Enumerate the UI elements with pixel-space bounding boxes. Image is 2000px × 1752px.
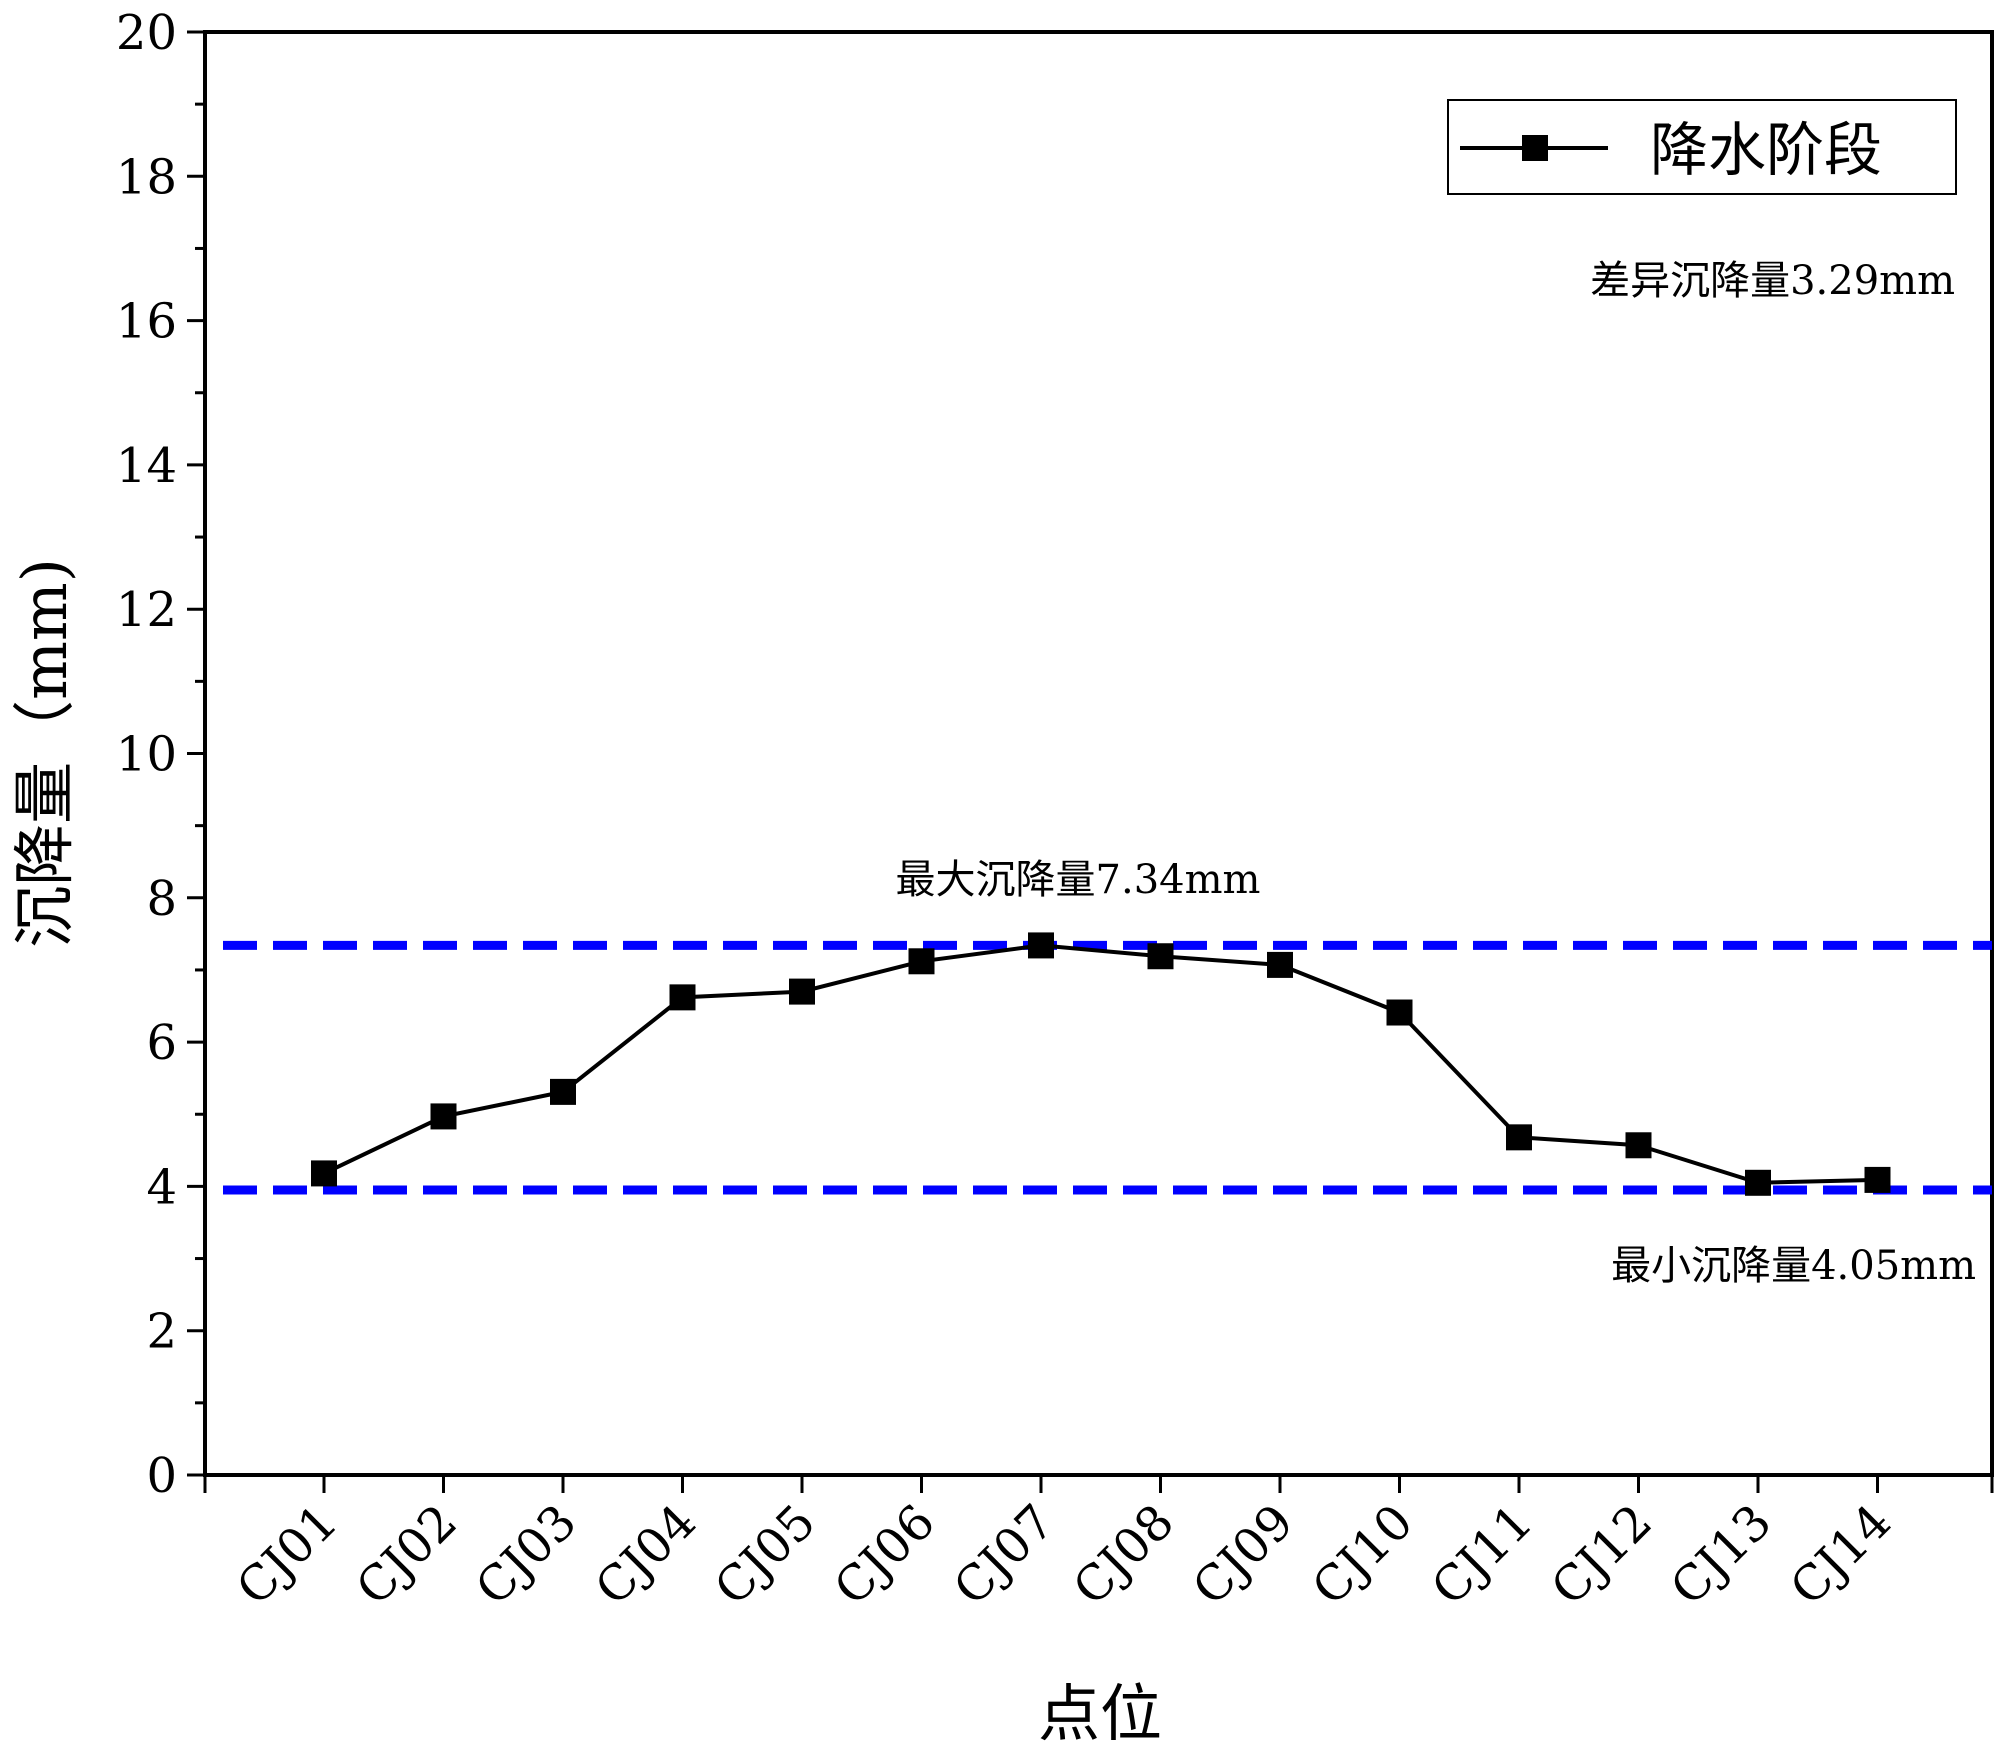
- series-layer: [311, 932, 1891, 1196]
- y-tick-label: 14: [116, 438, 177, 494]
- legend-marker: [1522, 135, 1548, 161]
- data-point: [1625, 1132, 1652, 1159]
- y-tick-label: 0: [146, 1448, 177, 1504]
- data-point: [908, 948, 935, 975]
- x-tick-label: CJ12: [1541, 1494, 1663, 1616]
- y-tick-label: 18: [116, 149, 177, 205]
- data-point: [1028, 932, 1054, 959]
- x-tick-label: CJ07: [943, 1494, 1065, 1616]
- x-tick-label: CJ04: [585, 1494, 707, 1616]
- min-settlement-label: 最小沉降量4.05mm: [1611, 1243, 1976, 1289]
- y-tick-label: 12: [116, 582, 177, 638]
- data-point: [311, 1160, 337, 1187]
- y-tick-label: 8: [146, 871, 177, 927]
- x-tick-label: CJ08: [1063, 1494, 1185, 1616]
- x-tick-label: CJ14: [1780, 1494, 1902, 1616]
- y-axis-title: 沉降量（mm): [8, 558, 81, 948]
- data-point: [1864, 1166, 1891, 1193]
- y-tick-label: 4: [146, 1159, 177, 1215]
- y-tick-label: 2: [146, 1304, 177, 1360]
- data-point: [430, 1103, 457, 1130]
- y-tick-label: 20: [116, 5, 177, 61]
- x-tick-label: CJ02: [346, 1494, 468, 1616]
- y-tick-label: 10: [116, 727, 177, 783]
- y-tick-label: 16: [116, 294, 177, 350]
- data-point: [669, 984, 696, 1011]
- series-line: [323, 943, 1878, 1185]
- x-tick-label: CJ11: [1421, 1494, 1543, 1616]
- legend: 降水阶段: [1447, 99, 1957, 195]
- data-point: [1506, 1124, 1532, 1151]
- y-axis: 0 2 4 6 8 10 12 14 16 18 20: [116, 5, 205, 1504]
- data-point: [1147, 943, 1174, 970]
- x-tick-label: CJ13: [1660, 1494, 1782, 1616]
- data-point: [1267, 951, 1293, 978]
- y-tick-label: 6: [146, 1015, 177, 1071]
- x-axis-title: 点位: [1038, 1677, 1162, 1750]
- x-tick-label: CJ09: [1182, 1494, 1304, 1616]
- x-tick-label: CJ06: [824, 1494, 946, 1616]
- data-point: [789, 978, 815, 1005]
- data-point: [550, 1078, 576, 1105]
- differential-settlement-label: 差异沉降量3.29mm: [1590, 258, 1955, 304]
- data-point: [1745, 1169, 1771, 1196]
- x-tick-label: CJ03: [465, 1494, 587, 1616]
- legend-label: 降水阶段: [1650, 116, 1882, 184]
- data-point: [1386, 999, 1413, 1026]
- max-settlement-label: 最大沉降量7.34mm: [896, 857, 1261, 903]
- x-tick-label: CJ01: [226, 1494, 348, 1616]
- reference-lines: [223, 940, 1992, 1195]
- x-tick-label: CJ10: [1302, 1494, 1424, 1616]
- x-axis: CJ01CJ02CJ03CJ04CJ05CJ06CJ07CJ08CJ09CJ10…: [203, 1475, 1994, 1616]
- x-tick-label: CJ05: [704, 1494, 826, 1616]
